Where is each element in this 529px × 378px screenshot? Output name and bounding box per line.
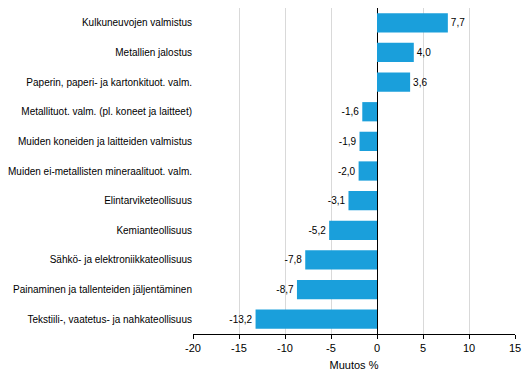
svg-text:-8,7: -8,7 bbox=[276, 284, 294, 295]
svg-text:15: 15 bbox=[509, 342, 521, 354]
svg-text:Tekstiili-, vaatetus- ja nahka: Tekstiili-, vaatetus- ja nahkateollisuus bbox=[27, 314, 192, 325]
svg-text:Elintarviketeollisuus: Elintarviketeollisuus bbox=[104, 195, 192, 206]
svg-text:-13,2: -13,2 bbox=[229, 314, 252, 325]
svg-text:Metallituot. valm. (pl. koneet: Metallituot. valm. (pl. koneet ja laitte… bbox=[21, 106, 192, 117]
svg-text:Kemianteollisuus: Kemianteollisuus bbox=[116, 225, 192, 236]
svg-text:0: 0 bbox=[374, 342, 380, 354]
svg-text:10: 10 bbox=[463, 342, 475, 354]
svg-text:-20: -20 bbox=[185, 342, 201, 354]
svg-text:-2,0: -2,0 bbox=[338, 166, 356, 177]
svg-text:-5: -5 bbox=[326, 342, 336, 354]
svg-text:-15: -15 bbox=[231, 342, 247, 354]
svg-text:-10: -10 bbox=[277, 342, 293, 354]
svg-text:-1,6: -1,6 bbox=[342, 106, 360, 117]
svg-text:-3,1: -3,1 bbox=[328, 195, 346, 206]
svg-text:4,0: 4,0 bbox=[417, 47, 431, 58]
svg-text:Muiden koneiden ja laitteiden: Muiden koneiden ja laitteiden valmistus bbox=[18, 136, 192, 147]
svg-text:-7,8: -7,8 bbox=[285, 254, 303, 265]
svg-text:7,7: 7,7 bbox=[451, 17, 465, 28]
svg-text:Muiden ei-metallisten mineraal: Muiden ei-metallisten mineraalituot. val… bbox=[8, 166, 192, 177]
svg-text:5: 5 bbox=[420, 342, 426, 354]
svg-text:Painaminen ja tallenteiden jäl: Painaminen ja tallenteiden jäljentäminen bbox=[13, 284, 192, 295]
svg-text:Kulkuneuvojen valmistus: Kulkuneuvojen valmistus bbox=[82, 17, 192, 28]
svg-text:-5,2: -5,2 bbox=[308, 225, 326, 236]
svg-text:Muutos %: Muutos % bbox=[330, 359, 379, 371]
svg-text:3,6: 3,6 bbox=[413, 77, 427, 88]
svg-text:Metallien jalostus: Metallien jalostus bbox=[115, 47, 192, 58]
svg-text:Sähkö- ja elektroniikkateollis: Sähkö- ja elektroniikkateollisuus bbox=[50, 254, 192, 265]
svg-text:-1,9: -1,9 bbox=[339, 136, 357, 147]
svg-text:Paperin, paperi- ja kartonkitu: Paperin, paperi- ja kartonkituot. valm. bbox=[26, 77, 192, 88]
